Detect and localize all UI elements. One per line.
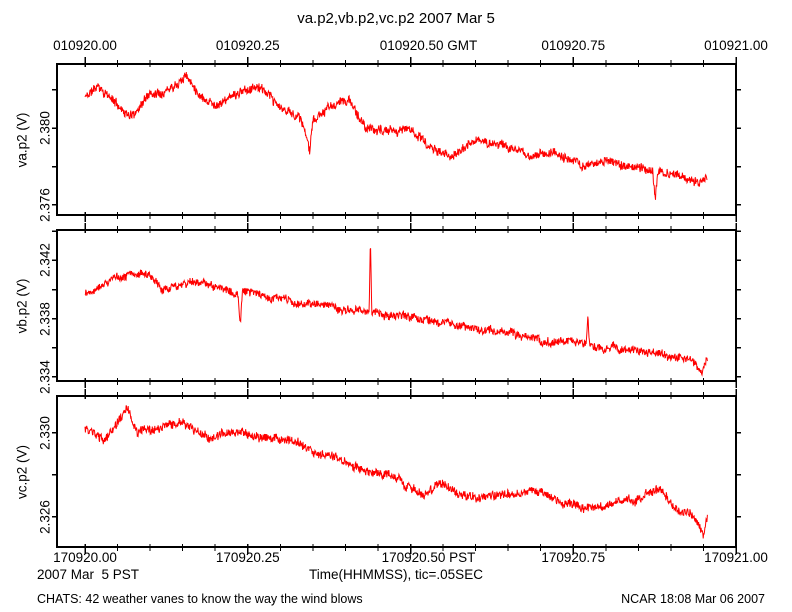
y-tick-label: 2.338 [37,301,53,336]
top-axis-tick-label: 010920.50 GMT [379,38,478,53]
footer-project-note: CHATS: 42 weather vanes to know the way … [37,592,363,606]
y-tick-label: 2.376 [37,188,53,222]
top-axis-tick-label: 010920.25 [215,38,280,53]
top-axis-tick-label: 010920.75 [541,38,606,53]
top-axis-tick-label: 010920.00 [53,38,117,53]
y-axis-title-va: va.p2 (V) [14,112,30,167]
bottom-axis-tick-label: 170920.00 [53,550,117,565]
bottom-axis-tick-label: 170921.00 [704,550,768,565]
top-axis-tick-label: 010921.00 [704,38,768,53]
trace-vb.p2 [84,248,708,377]
trace-va.p2 [84,71,708,200]
bottom-axis-tick-label: 170920.25 [215,550,280,565]
bottom-axis-tick-label: 170920.50 PST [381,550,476,565]
panel-frame-vc.p2 [56,395,737,548]
y-tick-label: 2.380 [37,111,53,145]
y-tick-label: 2.326 [37,500,53,534]
page-title: va.p2,vb.p2,vc.p2 2007 Mar 5 [297,10,495,27]
date-label: 2007 Mar 5 PST [37,567,140,582]
bottom-axis-tick-label: 170920.75 [541,550,606,565]
y-tick-label: 2.342 [37,243,53,278]
panel-frame-vb.p2 [56,229,737,382]
y-tick-label: 2.334 [37,359,53,394]
y-axis-title-vb: vb.p2 (V) [14,278,30,333]
panel-frame-va.p2 [56,63,737,216]
y-tick-label: 2.330 [37,416,53,450]
x-axis-title: Time(HHMMSS), tic=.05SEC [309,567,483,582]
y-axis-title-vc: vc.p2 (V) [14,444,30,499]
trace-vc.p2 [84,405,708,539]
footer-ncar-timestamp: NCAR 18:08 Mar 06 2007 [621,592,765,606]
